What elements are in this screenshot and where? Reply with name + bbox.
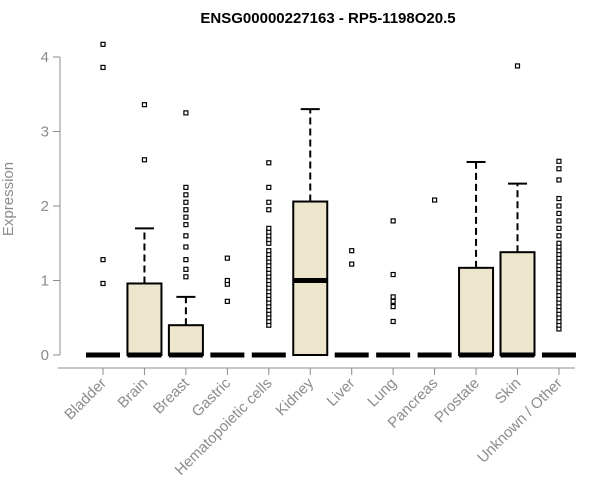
outlier-point [556,240,562,246]
box-group [334,248,369,358]
outlier-point [390,318,396,325]
outlier-point [141,157,148,163]
outlier-point [390,271,396,278]
y-tick-label: 0 [41,347,49,364]
box-group [499,63,536,358]
box-group [167,110,204,358]
box-series [86,41,576,358]
outlier-point [556,177,562,183]
x-tick-label: Liver [324,375,359,410]
box-group [458,161,495,358]
box-group [86,41,120,358]
y-tick-label: 4 [41,49,49,66]
outlier-point [266,160,272,166]
outlier-point [390,218,396,224]
box-iqr [499,251,536,356]
outlier-point [266,248,272,254]
outlier-point [183,199,189,205]
box-group [541,158,576,358]
outlier-point [556,158,562,164]
outlier-point [349,261,355,267]
box-group [417,197,452,358]
outlier-point [556,218,562,224]
outlier-point [390,303,396,310]
outlier-point [390,294,396,300]
outlier-point [266,199,272,205]
x-tick-label: Skin [492,375,525,408]
y-ticks: 0 1 2 3 4 [41,49,60,364]
box-group [126,102,163,358]
x-tick-label: Prostate [431,375,483,427]
box-iqr [167,324,204,357]
y-axis-label: Expression [0,162,17,236]
outlier-point [141,102,148,108]
outlier-point [556,225,562,231]
outlier-point [183,214,189,220]
outlier-point [266,225,272,231]
box-group [292,108,329,356]
outlier-point [183,244,189,250]
box-group [376,218,411,358]
y-tick-label: 1 [41,273,49,290]
outlier-point [390,298,396,304]
outlier-point [183,192,189,198]
outlier-point [514,63,521,69]
outlier-point [266,184,272,190]
x-tick-label: Brain [114,375,151,412]
outlier-point [183,233,189,239]
y-tick-label: 3 [41,124,49,141]
x-tick-label: Bladder [61,375,110,424]
box-iqr [126,282,163,357]
outlier-point [183,222,189,228]
outlier-point [183,207,189,213]
x-tick-label: Breast [150,374,193,417]
outlier-point [183,274,189,280]
box-iqr [458,266,495,356]
outlier-point [100,257,106,263]
outlier-point [183,184,189,190]
box-group [210,255,245,358]
outlier-point [183,110,189,116]
outlier-point [556,166,562,172]
x-tick-label: Lung [364,375,400,411]
outlier-point [556,210,562,217]
outlier-point [224,277,230,284]
outlier-point [556,203,562,209]
y-tick-label: 2 [41,198,49,215]
outlier-point [100,280,106,287]
outlier-point [349,248,355,254]
outlier-point [183,257,189,263]
chart-title: ENSG00000227163 - RP5-1198O20.5 [200,10,455,27]
outlier-point [432,197,438,203]
outlier-point [224,255,230,261]
box-group [251,160,286,358]
outlier-point [183,266,189,272]
outlier-point [556,195,562,202]
outlier-point [266,207,272,213]
outlier-point [100,64,106,71]
x-tick-label: Kidney [273,374,318,419]
outlier-point [100,41,106,47]
outlier-point [224,298,230,304]
outlier-point [556,233,562,239]
